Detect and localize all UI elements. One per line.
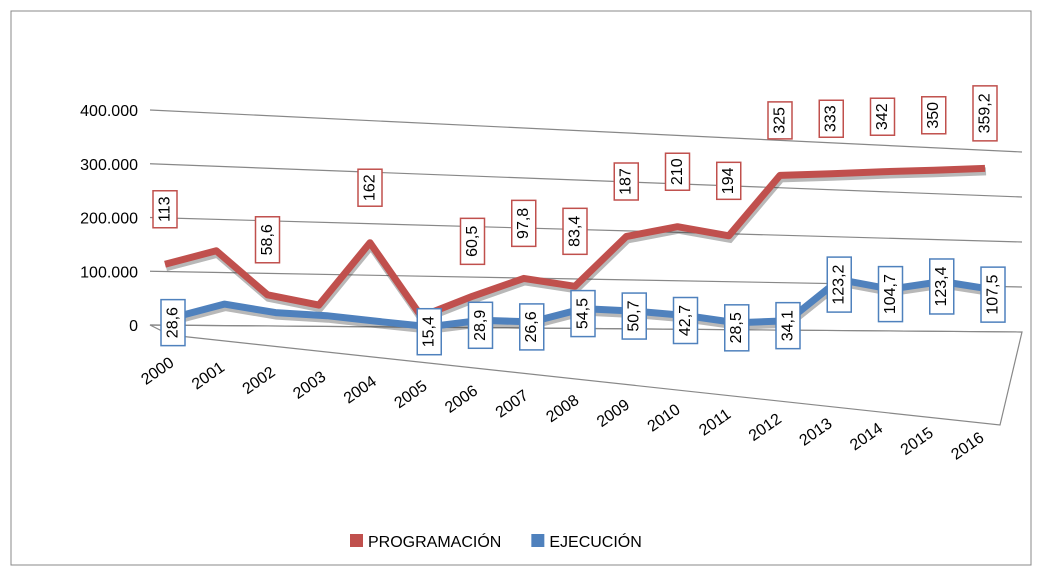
data-label: 113 — [157, 196, 174, 222]
legend-label: EJECUCIÓN — [549, 532, 641, 551]
data-label-box — [416, 307, 442, 356]
data-label-box — [152, 190, 178, 229]
y-tick-label: 400.000 — [80, 103, 138, 120]
legend-swatch — [531, 534, 545, 547]
data-label: 28,6 — [165, 307, 182, 338]
data-label: 26,6 — [523, 311, 540, 342]
series-line — [164, 164, 986, 320]
data-label-box — [724, 304, 750, 352]
data-label-box — [519, 303, 545, 351]
grid-line — [149, 109, 1023, 153]
data-label: 333 — [823, 105, 840, 132]
data-label-box — [972, 85, 998, 142]
data-label-box — [357, 168, 383, 207]
data-label: 34,1 — [780, 310, 797, 341]
data-label: 104,7 — [882, 274, 899, 314]
y-tick-label: 300.000 — [80, 157, 138, 174]
data-label: 342 — [874, 103, 891, 130]
data-label: 28,5 — [728, 312, 745, 343]
data-label: 123,4 — [933, 266, 950, 306]
data-label: 325 — [772, 107, 789, 134]
data-label: 210 — [669, 158, 686, 185]
data-label: 83,4 — [567, 216, 584, 247]
data-label: 162 — [362, 174, 379, 201]
data-label-box — [459, 217, 486, 266]
data-label: 123,2 — [831, 264, 848, 304]
data-label-box — [869, 97, 896, 136]
data-label-box — [613, 162, 639, 201]
data-label: 42,7 — [677, 305, 694, 336]
legend-label: PROGRAMACIÓN — [368, 532, 501, 551]
data-label: 194 — [720, 167, 737, 194]
data-label-box — [877, 265, 904, 323]
data-label-box — [826, 256, 852, 313]
grid-line — [149, 163, 1023, 198]
data-label-box — [621, 292, 647, 340]
data-label: 15,4 — [421, 316, 438, 347]
data-label-box — [921, 96, 947, 135]
data-label: 60,5 — [464, 226, 481, 257]
y-tick-label: 0 — [129, 318, 138, 335]
legend-swatch — [350, 534, 363, 547]
data-label: 107,5 — [985, 275, 1002, 315]
data-label: 97,8 — [515, 208, 532, 239]
data-label-box — [562, 207, 588, 256]
data-label: 54,5 — [575, 298, 592, 329]
data-label-box — [818, 99, 844, 138]
data-label: 350 — [925, 102, 942, 129]
data-label-box — [929, 258, 955, 315]
data-label-box — [511, 199, 537, 248]
data-label: 50,7 — [626, 300, 643, 331]
data-label-box — [570, 289, 596, 338]
chart-border — [10, 10, 1032, 566]
data-label-box — [980, 266, 1006, 323]
data-label-box — [254, 216, 281, 264]
data-label-box — [467, 301, 494, 350]
data-label: 359,2 — [977, 93, 994, 133]
data-label-box — [716, 161, 742, 201]
y-tick-label: 200.000 — [80, 211, 138, 228]
data-label-box — [672, 296, 699, 345]
data-label-box — [160, 298, 186, 347]
data-label: 187 — [618, 168, 635, 195]
data-label-box — [775, 301, 801, 350]
data-label: 28,9 — [472, 310, 489, 341]
data-label-box — [767, 101, 793, 140]
data-label: 58,6 — [259, 224, 276, 255]
y-tick-label: 100.000 — [80, 264, 138, 281]
data-label-box — [664, 152, 691, 191]
